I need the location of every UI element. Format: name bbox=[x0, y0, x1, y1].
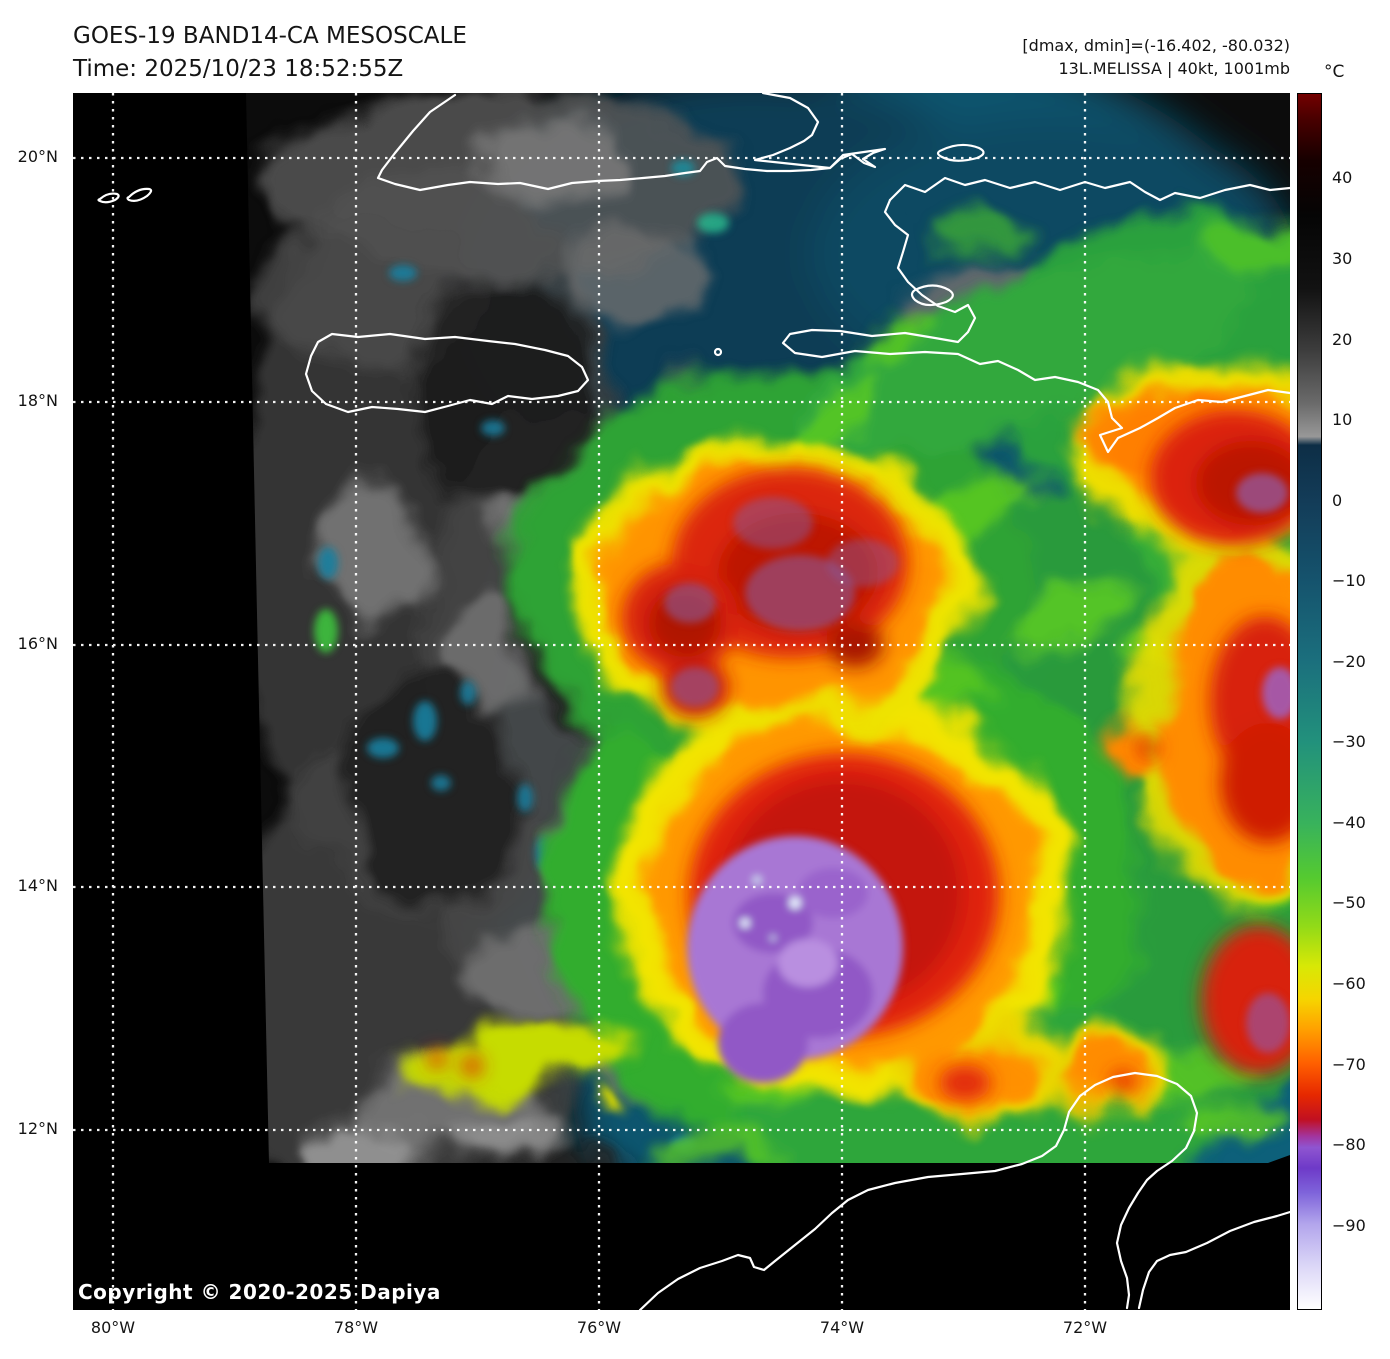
coastline-navassa bbox=[713, 347, 723, 357]
storm-status-readout: 13L.MELISSA | 40kt, 1001mb bbox=[1058, 59, 1290, 78]
coastline-hispaniola-north bbox=[888, 176, 1290, 202]
cbar-tick-10: 10 bbox=[1332, 410, 1353, 429]
coastline-cayman-islands bbox=[97, 187, 153, 204]
cbar-tick-m40: −40 bbox=[1332, 813, 1366, 832]
lon-tick-74w: 74°W bbox=[819, 1318, 865, 1337]
cbar-tick-m10: −10 bbox=[1332, 571, 1366, 590]
cbar-tick-20: 20 bbox=[1332, 330, 1353, 349]
lat-tick-14n: 14°N bbox=[17, 876, 58, 895]
cbar-tick-0: 0 bbox=[1332, 491, 1343, 510]
cbar-tick-m90: −90 bbox=[1332, 1216, 1366, 1235]
lon-tick-72w: 72°W bbox=[1062, 1318, 1108, 1337]
copyright-watermark: Copyright © 2020-2025 Dapiya bbox=[78, 1280, 441, 1304]
header-meta: [dmax, dmin]=(-16.402, -80.032) 13L.MELI… bbox=[1022, 34, 1290, 80]
dmax-dmin-readout: [dmax, dmin]=(-16.402, -80.032) bbox=[1022, 36, 1290, 55]
cbar-tick-m30: −30 bbox=[1332, 732, 1366, 751]
coastline-cuba bbox=[376, 93, 887, 192]
coastline-south-america bbox=[638, 1071, 1290, 1310]
cbar-tick-m80: −80 bbox=[1332, 1135, 1366, 1154]
page-title: GOES-19 BAND14-CA MESOSCALE bbox=[73, 23, 467, 49]
lon-tick-78w: 78°W bbox=[333, 1318, 379, 1337]
colorbar-unit-label: °C bbox=[1324, 62, 1345, 82]
cbar-tick-m70: −70 bbox=[1332, 1055, 1366, 1074]
coastline-ile-de-la-gonave bbox=[910, 284, 954, 307]
lat-tick-12n: 12°N bbox=[17, 1119, 58, 1138]
graticule-gridlines bbox=[73, 93, 1290, 1310]
cbar-tick-m60: −60 bbox=[1332, 974, 1366, 993]
map-plot-area bbox=[73, 93, 1290, 1310]
lat-tick-20n: 20°N bbox=[17, 147, 58, 166]
cbar-tick-m20: −20 bbox=[1332, 652, 1366, 671]
coastline-tortuga bbox=[936, 143, 985, 162]
coastline-jamaica bbox=[304, 332, 590, 414]
lat-tick-16n: 16°N bbox=[17, 634, 58, 653]
lon-tick-80w: 80°W bbox=[90, 1318, 136, 1337]
header-titles: GOES-19 BAND14-CA MESOSCALE Time: 2025/1… bbox=[73, 20, 467, 86]
purple-coldest-tops bbox=[664, 473, 1290, 1083]
lat-tick-18n: 18°N bbox=[17, 391, 58, 410]
cbar-tick-30: 30 bbox=[1332, 249, 1353, 268]
temperature-colorbar bbox=[1297, 93, 1322, 1310]
cbar-tick-m50: −50 bbox=[1332, 893, 1366, 912]
coastlines bbox=[97, 93, 1290, 1310]
cbar-tick-40: 40 bbox=[1332, 168, 1353, 187]
satellite-imagery bbox=[73, 93, 1290, 1310]
timestamp: Time: 2025/10/23 18:52:55Z bbox=[73, 56, 404, 82]
lon-tick-76w: 76°W bbox=[576, 1318, 622, 1337]
